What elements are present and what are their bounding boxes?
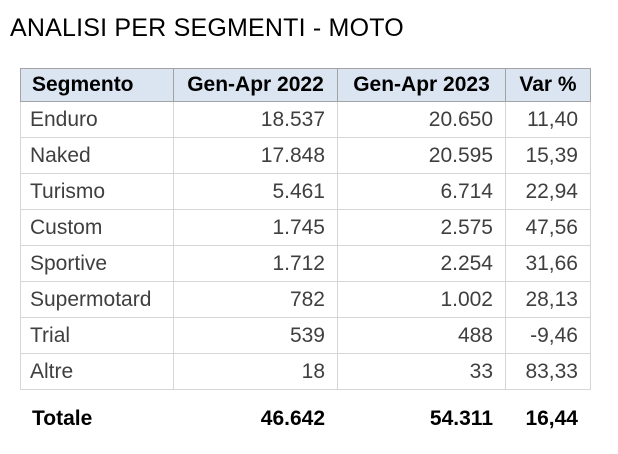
value-2023-cell: 1.002: [337, 281, 506, 318]
value-2023-cell: 33: [337, 353, 506, 390]
value-2023-cell: 2.254: [337, 245, 506, 282]
total-2022-value: 46.642: [260, 407, 325, 430]
value-2022-cell: 17.848: [173, 137, 338, 174]
value-2022-cell: 18: [173, 353, 338, 390]
value-2023-cell: 2.575: [337, 209, 506, 246]
segment-cell: Turismo: [20, 173, 174, 210]
segment-cell: Trial: [20, 317, 174, 354]
column-header-segmento: Segmento: [20, 68, 174, 102]
var-percent-cell: 28,13: [505, 281, 591, 318]
segment-cell: Enduro: [20, 101, 174, 138]
var-percent-cell: -9,46: [505, 317, 591, 354]
value-2022-cell: 1.712: [173, 245, 338, 282]
value-2022-cell: 5.461: [173, 173, 338, 210]
column-header-gen-apr-2022: Gen-Apr 2022: [173, 68, 338, 102]
value-2023-cell: 6.714: [337, 173, 506, 210]
value-2023-cell: 20.595: [337, 137, 506, 174]
segment-cell: Supermotard: [20, 281, 174, 318]
table-header-row: Segmento Gen-Apr 2022 Gen-Apr 2023 Var %: [20, 68, 591, 102]
table-row: Sportive 1.712 2.254 31,66: [20, 245, 591, 282]
column-header-var-percent: Var %: [505, 68, 591, 102]
table-row: Altre 18 33 83,33: [20, 353, 591, 390]
table-row: Supermotard 782 1.002 28,13: [20, 281, 591, 318]
table-row: Turismo 5.461 6.714 22,94: [20, 173, 591, 210]
totals-row: Totale 46.642 54.311 16,44: [20, 401, 590, 437]
segment-cell: Altre: [20, 353, 174, 390]
table-row: Naked 17.848 20.595 15,39: [20, 137, 591, 174]
segment-cell: Custom: [20, 209, 174, 246]
value-2022-cell: 782: [173, 281, 338, 318]
var-percent-cell: 15,39: [505, 137, 591, 174]
value-2022-cell: 539: [173, 317, 338, 354]
page-title: ANALISI PER SEGMENTI - MOTO: [10, 14, 404, 42]
table-row: Trial 539 488 -9,46: [20, 317, 591, 354]
segments-table: Segmento Gen-Apr 2022 Gen-Apr 2023 Var %…: [20, 68, 591, 390]
table-row: Custom 1.745 2.575 47,56: [20, 209, 591, 246]
value-2023-cell: 488: [337, 317, 506, 354]
value-2023-cell: 20.650: [337, 101, 506, 138]
var-percent-cell: 83,33: [505, 353, 591, 390]
var-percent-cell: 11,40: [505, 101, 591, 138]
table-row: Enduro 18.537 20.650 11,40: [20, 101, 591, 138]
total-label: Totale: [32, 407, 93, 430]
segment-cell: Naked: [20, 137, 174, 174]
segment-cell: Sportive: [20, 245, 174, 282]
total-var-percent-value: 16,44: [525, 407, 578, 430]
value-2022-cell: 18.537: [173, 101, 338, 138]
var-percent-cell: 47,56: [505, 209, 591, 246]
column-header-gen-apr-2023: Gen-Apr 2023: [337, 68, 506, 102]
var-percent-cell: 22,94: [505, 173, 591, 210]
value-2022-cell: 1.745: [173, 209, 338, 246]
var-percent-cell: 31,66: [505, 245, 591, 282]
total-2023-value: 54.311: [429, 407, 493, 430]
